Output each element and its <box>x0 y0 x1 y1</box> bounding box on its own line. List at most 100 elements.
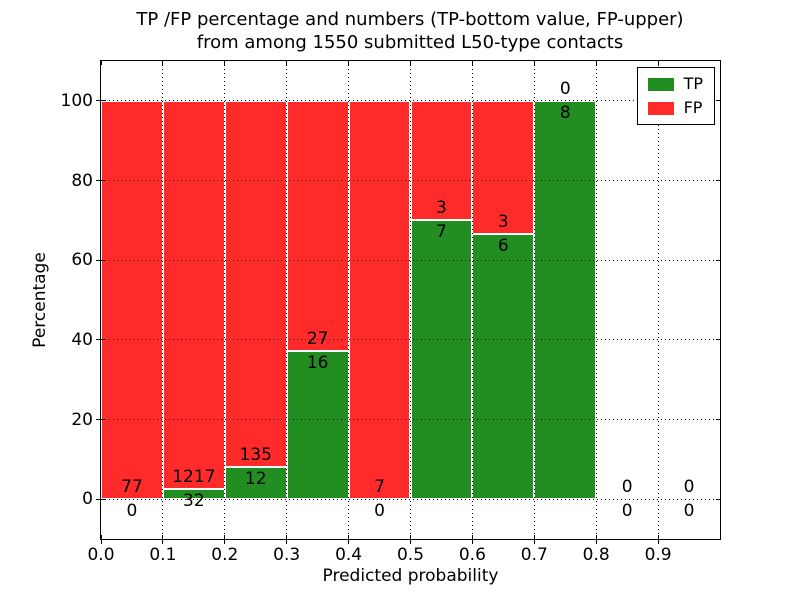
x-tick-mark-top <box>100 61 102 65</box>
y-tick-label: 60 <box>71 250 93 271</box>
x-gridline <box>595 61 597 539</box>
legend-item-fp: FP <box>647 98 703 117</box>
x-gridline <box>224 61 226 539</box>
x-tick-label: 0.5 <box>396 545 425 565</box>
y-tick-mark <box>96 180 105 181</box>
x-gridline <box>162 61 164 539</box>
legend: TP FP <box>636 67 715 125</box>
fp-bar-segment <box>286 100 349 351</box>
fp-count-label: 7 <box>374 477 385 498</box>
x-tick-mark <box>410 535 411 544</box>
x-tick-label: 0.7 <box>520 545 548 565</box>
fp-bar-segment <box>224 100 287 467</box>
y-tick-mark-right <box>716 259 720 261</box>
tp-bar-segment <box>410 220 473 500</box>
legend-label-fp: FP <box>683 98 703 117</box>
x-tick-mark-top <box>348 61 350 65</box>
fp-bar-segment <box>472 100 535 234</box>
x-tick-mark <box>471 535 473 544</box>
fp-count-label: 3 <box>436 198 447 219</box>
y-axis-label: Percentage <box>30 252 50 348</box>
tp-count-label: 0 <box>683 501 695 522</box>
x-tick-mark <box>100 535 102 544</box>
x-tick-mark-top <box>224 61 226 65</box>
tp-count-label: 8 <box>559 102 571 123</box>
x-tick-mark-top <box>595 61 597 65</box>
y-tick-mark-right <box>716 498 720 500</box>
tp-count-label: 32 <box>183 490 205 511</box>
fp-count-label: 77 <box>121 477 143 498</box>
y-gridline <box>101 180 720 181</box>
tp-count-label: 7 <box>436 222 447 243</box>
x-tick-mark <box>224 535 226 544</box>
y-tick-label: 80 <box>71 170 93 191</box>
x-tick-label: 0.6 <box>458 545 486 565</box>
tp-bar-segment <box>472 233 535 500</box>
x-tick-label: 0.3 <box>273 545 301 565</box>
x-tick-mark <box>162 535 164 544</box>
x-tick-mark-top <box>533 61 535 65</box>
legend-label-tp: TP <box>683 74 703 93</box>
x-gridline <box>657 61 659 539</box>
x-tick-label: 0.1 <box>149 545 177 565</box>
y-gridline <box>101 419 720 420</box>
fp-bar-segment <box>348 100 411 500</box>
y-tick-mark <box>96 100 105 102</box>
y-tick-mark <box>96 419 105 420</box>
tp-count-label: 0 <box>126 501 138 522</box>
x-axis-label: Predicted probability <box>322 566 499 586</box>
x-tick-label: 0.0 <box>87 545 115 565</box>
x-tick-label: 0.9 <box>644 545 672 565</box>
y-tick-mark-right <box>716 100 720 102</box>
y-tick-label: 40 <box>71 329 93 350</box>
x-tick-mark <box>286 535 288 544</box>
x-tick-label: 0.8 <box>582 545 610 565</box>
y-tick-label: 20 <box>71 409 93 430</box>
x-gridline <box>410 61 411 539</box>
fp-count-label: 1217 <box>172 466 216 487</box>
fp-bar-segment <box>162 100 225 489</box>
legend-item-tp: TP <box>647 74 703 93</box>
x-tick-mark <box>657 535 659 544</box>
y-tick-label: 0 <box>82 489 93 510</box>
x-tick-mark-top <box>657 61 659 65</box>
tp-count-label: 6 <box>497 235 509 256</box>
chart-title: TP /FP percentage and numbers (TP-bottom… <box>136 9 684 53</box>
x-gridline <box>286 61 288 539</box>
y-gridline <box>101 498 720 500</box>
x-gridline <box>348 61 350 539</box>
plot-area: Predicted probability Percentage TP FP 7… <box>30 60 721 586</box>
y-tick-mark-right <box>716 180 720 181</box>
tp-count-label: 0 <box>621 501 633 522</box>
x-tick-mark <box>348 535 350 544</box>
x-tick-mark <box>533 535 535 544</box>
y-tick-mark <box>96 498 105 500</box>
fp-count-label: 0 <box>621 477 633 498</box>
x-gridline <box>471 61 473 539</box>
x-tick-mark-top <box>410 61 411 65</box>
fp-count-label: 0 <box>559 78 571 99</box>
tp-count-label: 16 <box>306 352 329 373</box>
fp-count-label: 135 <box>239 444 272 465</box>
y-gridline <box>101 100 720 102</box>
y-tick-mark-right <box>716 419 720 420</box>
fp-count-label: 3 <box>497 211 509 232</box>
tp-legend-swatch <box>647 77 674 91</box>
fp-count-label: 0 <box>683 477 695 498</box>
x-tick-label: 0.2 <box>211 545 239 565</box>
y-gridline <box>101 259 720 261</box>
y-tick-label: 100 <box>60 90 93 111</box>
x-tick-mark-top <box>286 61 288 65</box>
x-tick-mark-top <box>162 61 164 65</box>
tp-count-label: 0 <box>374 501 385 522</box>
fp-legend-swatch <box>647 101 674 115</box>
y-tick-mark-right <box>716 339 720 341</box>
x-tick-mark-top <box>471 61 473 65</box>
x-gridline <box>533 61 535 539</box>
tp-bar-segment <box>534 100 597 500</box>
x-tick-mark <box>595 535 597 544</box>
fp-count-label: 27 <box>306 328 329 349</box>
tp-count-label: 12 <box>244 468 267 489</box>
y-tick-mark <box>96 259 105 261</box>
